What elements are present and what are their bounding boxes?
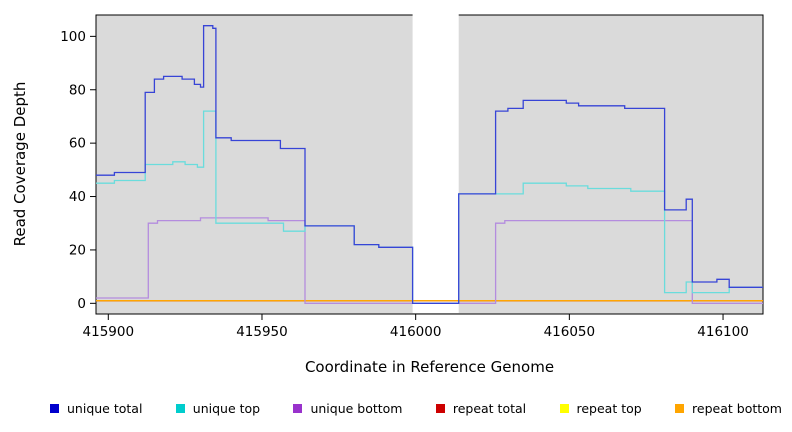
y-tick-label: 60: [69, 136, 86, 152]
x-tick-label: 415900: [83, 324, 135, 340]
legend-item-repeat-bottom: repeat bottom: [675, 401, 782, 416]
legend-swatch-repeat-bottom: [675, 404, 685, 413]
series-unique-total: [96, 25, 763, 304]
y-axis-label: Read Coverage Depth: [11, 81, 29, 247]
legend-item-unique-bottom: unique bottom: [293, 401, 403, 416]
legend-swatch-unique-total: [50, 404, 59, 413]
y-tick-label: 0: [77, 296, 86, 312]
x-axis-label: Coordinate in Reference Genome: [304, 358, 555, 376]
series-unique-bottom: [96, 217, 763, 304]
legend-item-unique-top: unique top: [175, 401, 261, 416]
legend-item-unique-total: unique total: [50, 401, 142, 416]
coverage-gap-region: [412, 7, 459, 313]
legend-swatch-repeat-top: [559, 404, 569, 413]
y-tick-label: 100: [60, 29, 86, 45]
legend-label-unique-bottom: unique bottom: [310, 401, 403, 416]
legend-label-repeat-total: repeat total: [452, 401, 527, 416]
legend-swatch-unique-bottom: [293, 404, 303, 413]
x-tick-label: 415950: [236, 324, 288, 340]
legend-label-unique-total: unique total: [67, 401, 143, 416]
y-tick-label: 40: [69, 189, 86, 205]
legend-label-repeat-top: repeat top: [576, 401, 642, 416]
x-tick-label: 416100: [697, 324, 749, 340]
y-tick-label: 80: [69, 82, 86, 98]
legend-item-repeat-top: repeat top: [559, 401, 642, 416]
legend-swatch-repeat-total: [435, 404, 445, 413]
legend-item-repeat-total: repeat total: [435, 401, 527, 416]
legend: unique total unique top unique bottom repea…: [50, 401, 782, 416]
legend-label-unique-top: unique top: [192, 401, 261, 416]
legend-label-repeat-bottom: repeat bottom: [692, 401, 782, 416]
coverage-plot-canvas: 415900 415950 416000 416050 416100 0 20 40 60 80 1…: [60, 7, 764, 340]
x-tick-label: 416000: [390, 324, 442, 340]
x-tick-label: 416050: [544, 324, 596, 340]
y-tick-label: 20: [69, 242, 86, 258]
legend-swatch-unique-top: [175, 404, 185, 413]
